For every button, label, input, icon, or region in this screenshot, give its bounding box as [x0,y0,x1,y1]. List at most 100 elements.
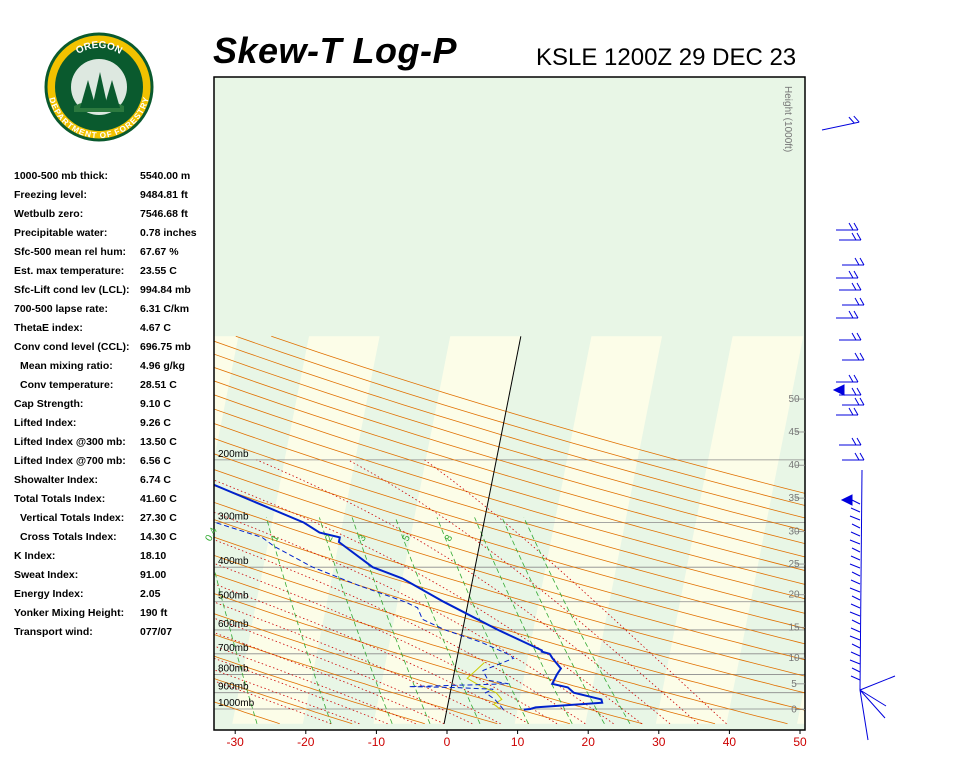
wind-barb-short [850,627,861,633]
stat-label: Total Totals Index: [14,493,106,505]
dry-adiabat [214,353,805,532]
barb-feather [856,282,862,291]
stat-row: Total Totals Index: 41.60 C [14,491,224,510]
dry-adiabat [214,536,805,711]
wind-staff-low [859,689,869,741]
wind-barb-short [851,571,861,577]
stat-value: 9484.81 ft [140,189,188,201]
height-tick-label: 30 [788,527,800,538]
stat-row: Lifted Index @700 mb: 6.56 C [14,453,224,472]
barb-feather [848,407,854,416]
dry-adiabat [0,336,135,724]
barb-feather [853,222,859,231]
wind-barb-short [849,635,861,641]
wind-barb-short [849,587,861,593]
mixing-ratio-label: 1 [269,533,282,544]
moist-adiabat [214,669,360,725]
dry-adiabat [214,438,805,614]
barb-feather [854,297,860,306]
stat-value: 13.50 C [140,436,177,448]
stat-value: 91.00 [140,569,167,581]
mixing-ratio-line [523,517,631,724]
height-tick-label: 0 [791,705,797,716]
x-tick-label: 10 [511,735,525,749]
stability-indices-list: 1000-500 mb thick: 5540.00 m Freezing leve… [14,168,224,643]
mixing-ratio-line [501,517,605,724]
barb-feather [848,116,855,124]
stat-value: 9.26 C [140,417,171,429]
barb-feather [853,115,860,123]
pressure-label: 400mb [218,556,249,567]
dry-adiabat [0,336,62,724]
stat-value: 7546.68 ft [140,208,188,220]
barb-feather [854,352,860,361]
stat-row: ThetaE index: 4.67 C [14,320,224,339]
stat-row: Sfc-500 mean rel hum: 67.67 % [14,244,224,263]
x-tick-label: -10 [368,735,386,749]
pressure-label: 500mb [218,591,249,602]
x-tick-label: 30 [652,735,666,749]
station-time-label: KSLE 1200Z 29 DEC 23 [536,44,797,71]
height-tick-label: 50 [788,394,800,405]
pressure-label: 700mb [218,643,249,654]
stat-row: Sfc-Lift cond lev (LCL): 994.84 mb [14,282,224,301]
stat-label: Conv temperature: [20,379,114,391]
stat-value: 6.56 C [140,455,171,467]
barb-feather [851,282,857,291]
wind-barb-short [850,555,861,561]
barb-feather [851,437,857,446]
stat-label: Cross Totals Index: [20,531,117,543]
height-tick-label: 35 [788,493,800,504]
dry-adiabat [214,340,805,519]
wind-staff-low [859,675,896,691]
dry-adiabat [214,485,805,661]
barb-feather [848,310,854,319]
barb-feather [848,222,854,231]
stat-row: Freezing level: 9484.81 ft [14,187,224,206]
pressure-label: 900mb [218,682,249,693]
x-tick-label: 50 [793,735,807,749]
stat-value: 994.84 mb [140,284,191,296]
wind-barb-short [850,579,861,585]
wind-barb-short [851,643,861,649]
dry-adiabat [214,554,788,725]
stat-label: Lifted Index: [14,417,77,429]
isotherm-band [514,336,663,724]
wind-barb-short [849,659,861,665]
barb-feather [848,270,854,279]
plot-area [0,77,805,730]
dry-adiabat [214,678,353,725]
wind-staff-low [859,689,887,707]
stat-label: 1000-500 mb thick: [14,170,108,182]
wind-pennant [832,384,845,396]
dry-adiabat [214,593,643,725]
wind-barbs [821,115,896,741]
stat-label: Cap Strength: [14,398,84,410]
mixing-ratio-label: 8 [443,533,456,544]
barb-feather [854,397,860,406]
wind-barb [821,115,860,131]
wind-barb-short [851,667,861,673]
stat-label: ThetaE index: [14,322,83,334]
pressure-label: 200mb [218,449,249,460]
x-tick-label: 0 [444,735,451,749]
moist-adiabat [347,459,699,725]
dry-adiabat [214,367,805,545]
pressure-label: 600mb [218,619,249,630]
stat-label: 700-500 lapse rate: [14,303,108,315]
barb-feather [856,332,862,341]
wind-barb-short [850,531,861,537]
wind-barb [836,270,859,279]
wind-barb [836,310,859,319]
mixing-ratio-line [265,517,332,724]
height-tick-label: 10 [788,653,800,664]
stat-value: 2.05 [140,588,161,600]
stat-label: Precipitable water: [14,227,108,239]
wind-barb-short [849,515,861,521]
isotherm-band [232,336,380,724]
mixing-ratio-label: 3 [357,533,370,544]
stat-value: 9.10 C [140,398,171,410]
stat-value: 696.75 mb [140,341,191,353]
dry-adiabat [214,634,498,725]
barb-feather [859,297,865,306]
